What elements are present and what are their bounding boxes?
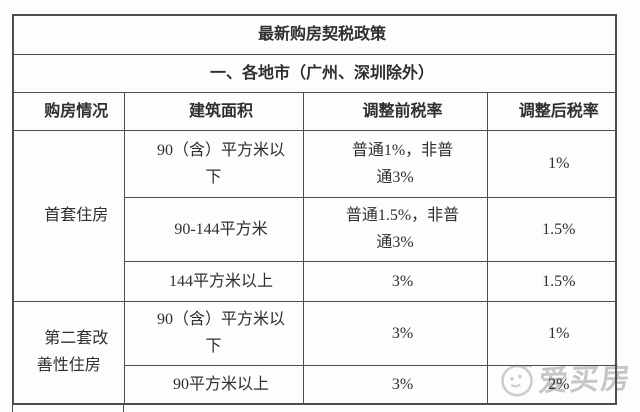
cutoff-grid-line [12, 403, 13, 412]
table-row: 90平方米以上 3% 2% [13, 364, 617, 405]
cell-rate-before: 普通1.5%，非普 通3% [302, 196, 488, 262]
cell-rate-before: 普通1%，非普 通3% [302, 129, 488, 198]
section-row: 一、各地市（广州、深圳除外） [12, 53, 617, 93]
cell-rate-after: 1.5% [486, 260, 617, 302]
title-row: 最新购房契税政策 [12, 14, 617, 55]
column-header-purchase-type: 购房情况 [12, 91, 125, 131]
table-row: 90-144平方米 普通1.5%，非普 通3% 1.5% [13, 196, 617, 262]
table-title: 最新购房契税政策 [12, 14, 617, 55]
cell-area: 90（含）平方米以 下 [123, 300, 304, 366]
cell-category-second-home: 第二套改 善性住房 [12, 300, 125, 405]
cell-rate-after: 1% [486, 300, 617, 366]
column-header-row: 购房情况 建筑面积 调整前税率 调整后税率 [12, 91, 617, 131]
cell-category-first-home: 首套住房 [12, 129, 125, 302]
cutoff-grid-line [123, 403, 124, 412]
deed-tax-policy-table: 最新购房契税政策 一、各地市（广州、深圳除外） 购房情况 建筑面积 调整前税率 … [12, 14, 618, 405]
table-row: 首套住房 90（含）平方米以 下 普通1%，非普 通3% 1% [12, 129, 617, 302]
table-row: 第二套改 善性住房 90（含）平方米以 下 3% 1% [12, 300, 617, 405]
cell-area: 90平方米以上 [123, 364, 304, 405]
cell-area: 90-144平方米 [123, 196, 304, 262]
column-header-rate-after: 调整后税率 [486, 91, 617, 131]
cell-rate-after: 1% [486, 129, 617, 198]
table-row: 144平方米以上 3% 1.5% [13, 260, 617, 302]
cell-rate-after: 2% [486, 364, 617, 405]
cell-rate-before: 3% [302, 300, 488, 366]
column-header-building-area: 建筑面积 [123, 91, 304, 131]
cell-area: 90（含）平方米以 下 [123, 129, 304, 198]
column-header-rate-before: 调整前税率 [302, 91, 488, 131]
section-header: 一、各地市（广州、深圳除外） [12, 53, 617, 93]
deed-tax-policy-table-container: 最新购房契税政策 一、各地市（广州、深圳除外） 购房情况 建筑面积 调整前税率 … [12, 14, 618, 405]
cell-rate-after: 1.5% [486, 196, 617, 262]
cell-rate-before: 3% [302, 260, 488, 302]
cell-rate-before: 3% [302, 364, 488, 405]
cell-area: 144平方米以上 [123, 260, 304, 302]
